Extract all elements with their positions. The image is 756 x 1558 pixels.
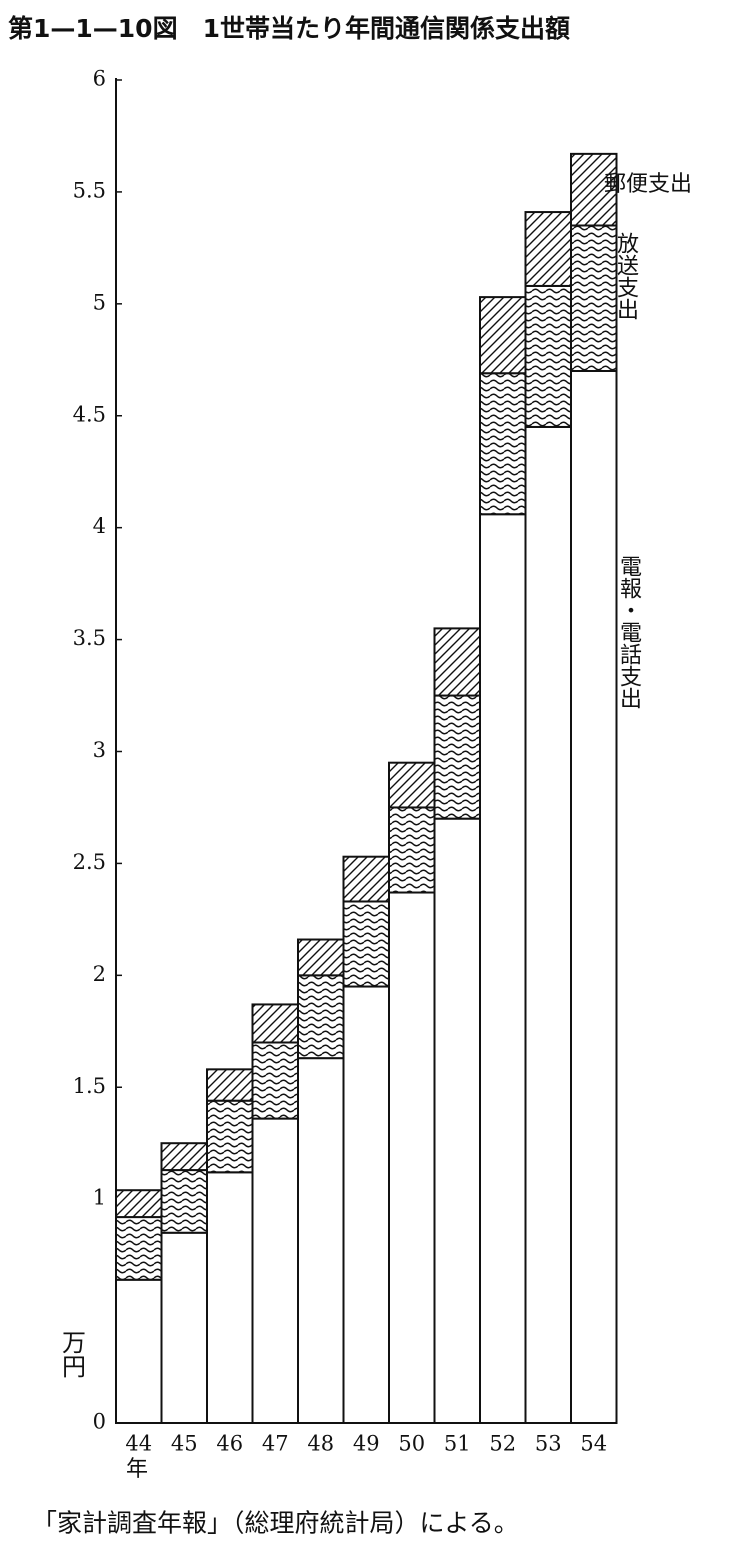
x-tick-label: 50: [398, 1432, 425, 1456]
bar-segment: [433, 817, 481, 1424]
bar-segment: [388, 761, 436, 809]
y-unit: 万円: [58, 1330, 86, 1378]
y-tick-label: 2.5: [73, 850, 106, 874]
x-tick-label: 51: [444, 1432, 471, 1456]
bar-segment: [160, 1231, 208, 1425]
y-tick-label: 1.5: [73, 1074, 106, 1098]
bar-segment: [388, 891, 436, 1424]
x-tick-label: 48: [307, 1432, 334, 1456]
source-note: 「家計調査年報」（総理府統計局）による。: [32, 1509, 519, 1538]
bar-segment: [524, 284, 572, 428]
x-tick-label: 53: [535, 1432, 562, 1456]
bar-segment: [115, 1216, 163, 1281]
bar-segment: [388, 806, 436, 894]
legend-label: 郵便支出: [604, 172, 692, 197]
x-tick-label: 47: [262, 1432, 289, 1456]
y-tick-label: 3.5: [73, 626, 106, 650]
x-tick-label: 52: [489, 1432, 516, 1456]
bar-segment: [160, 1169, 208, 1234]
y-tick-label: 6: [93, 67, 106, 91]
x-tick-label: 45: [171, 1432, 198, 1456]
bar-segment: [251, 1003, 299, 1044]
bar-segment: [297, 974, 345, 1060]
y-tick-label: 1: [93, 1186, 106, 1210]
bar-segment: [160, 1142, 208, 1172]
y-tick-label: 4: [93, 514, 106, 538]
chart-title: 第1—1—10図 1世帯当たり年間通信関係支出額: [8, 14, 570, 43]
bar-segment: [206, 1171, 254, 1424]
legend-label: 電報・電話支出: [616, 555, 642, 709]
y-tick-label: 3: [93, 738, 106, 762]
y-tick-label: 5: [93, 290, 106, 314]
bar-segment: [479, 296, 527, 375]
x-tick-label: 44: [125, 1432, 152, 1456]
bar-segment: [433, 627, 481, 697]
bar-segment: [206, 1099, 254, 1174]
y-tick-label: 5.5: [73, 178, 106, 202]
bar-segment: [206, 1068, 254, 1102]
y-tick-label: 0: [93, 1410, 106, 1434]
bar-segment: [479, 513, 527, 1424]
bar-segment: [524, 211, 572, 287]
bar-segment: [570, 224, 618, 372]
y-tick-label: 2: [93, 962, 106, 986]
bar-segment: [524, 425, 572, 1425]
bar-segment: [342, 900, 390, 988]
x-unit: 年: [126, 1457, 148, 1482]
x-tick-label: 54: [580, 1432, 607, 1456]
bar-segment: [297, 1057, 345, 1424]
bar-segment: [342, 855, 390, 903]
bar-segment: [115, 1278, 163, 1425]
bar-segment: [251, 1117, 299, 1424]
bar-segment: [342, 985, 390, 1425]
bar-segment: [297, 938, 345, 977]
bar-segment: [570, 369, 618, 1425]
x-tick-label: 49: [353, 1432, 380, 1456]
y-tick-label: 4.5: [73, 402, 106, 426]
legend-label: 放送支出: [613, 232, 639, 320]
bar-segment: [115, 1189, 163, 1219]
bar-segment: [479, 372, 527, 516]
bar-segment: [251, 1041, 299, 1120]
bar-segment: [570, 152, 618, 227]
bar-segment: [433, 694, 481, 820]
x-tick-label: 46: [216, 1432, 243, 1456]
